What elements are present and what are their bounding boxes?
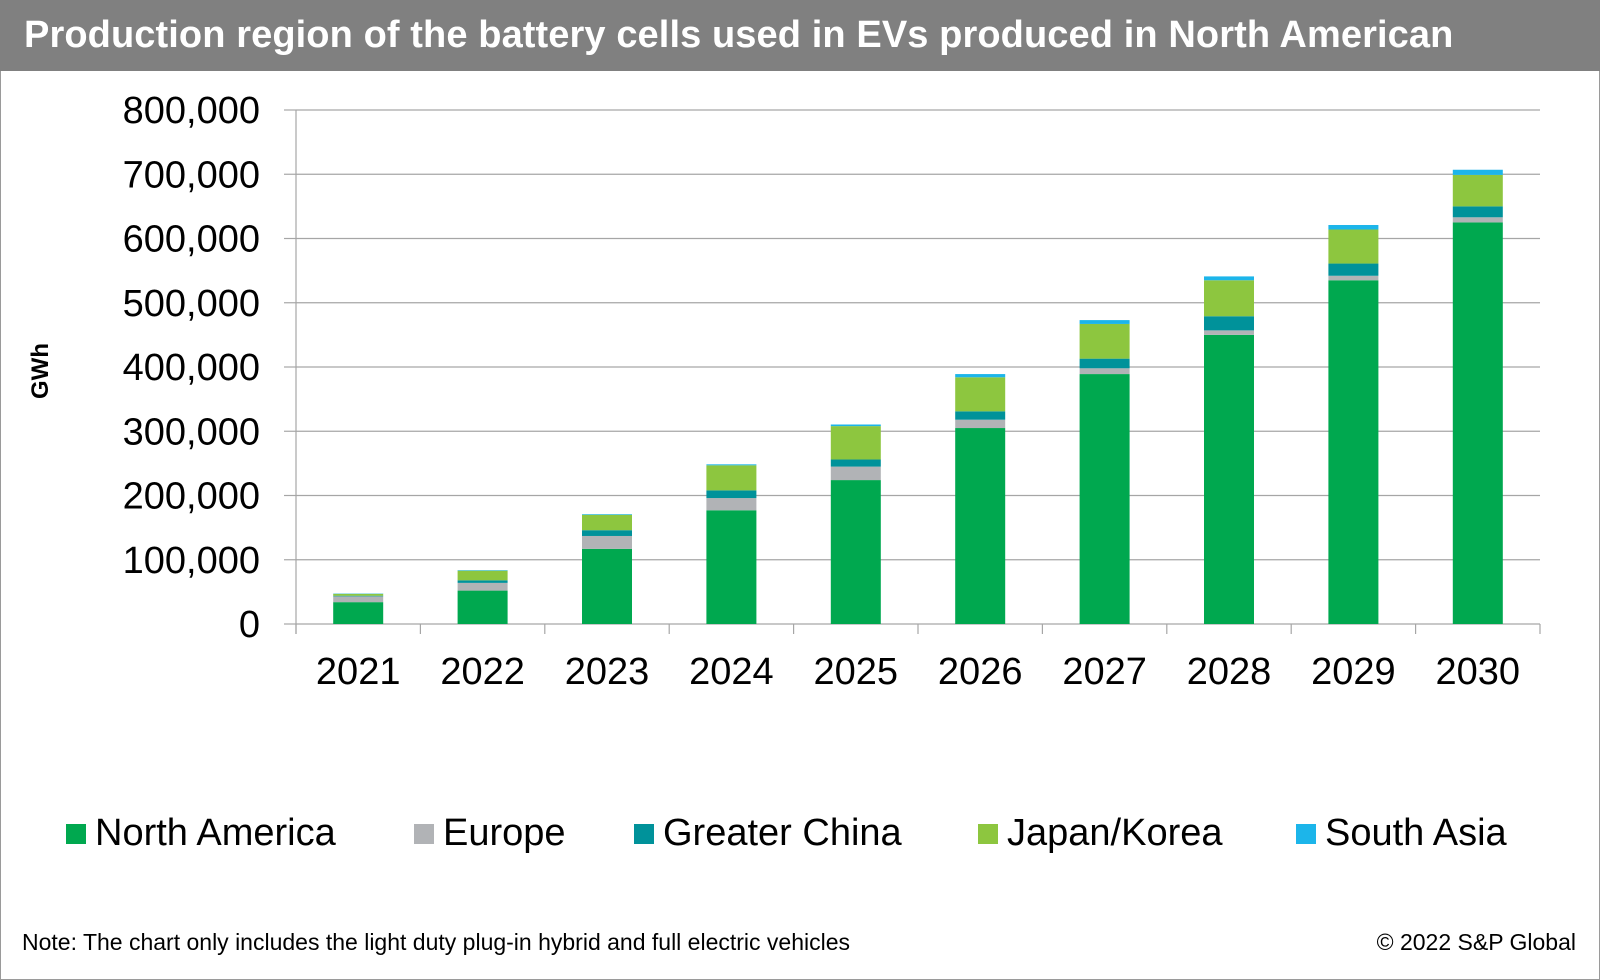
y-tick-label: 0 [239, 604, 260, 646]
y-tick-label: 700,000 [123, 154, 260, 196]
legend-label: Greater China [663, 812, 902, 854]
bars [333, 169, 1503, 624]
bar-japan-korea-2022 [457, 570, 508, 581]
legend-label: Japan/Korea [1007, 812, 1223, 854]
bar-europe-2025 [830, 466, 881, 481]
bar-europe-2021 [333, 596, 384, 603]
legend-swatch [414, 823, 434, 844]
bar-north-america-2028 [1204, 334, 1254, 624]
bar-south-asia-2027 [1079, 320, 1130, 324]
legend-swatch [66, 823, 86, 844]
legend: North America Europe Greater China Japan/Ko… [0, 812, 1600, 868]
legend-item: South Asia [1296, 812, 1507, 855]
y-axis-label: GWh [27, 343, 54, 399]
y-axis: 0 100,000 200,000 300,000 400,000 500,000 600,… [123, 90, 297, 646]
bar-japan-korea-2021 [333, 593, 384, 596]
y-tick-label: 100,000 [123, 540, 260, 582]
bar-south-asia-2026 [955, 374, 1006, 378]
bar-south-asia-2028 [1204, 276, 1254, 281]
bar-south-asia-2029 [1328, 225, 1379, 230]
bar-europe-2029 [1328, 275, 1379, 281]
y-tick-label: 600,000 [123, 219, 260, 261]
bar-greater-china-2025 [830, 459, 881, 467]
legend-swatch [1296, 823, 1316, 844]
bar-greater-china-2029 [1328, 263, 1379, 276]
bar-europe-2028 [1204, 330, 1254, 335]
footnote: Note: The chart only includes the light … [22, 929, 851, 955]
bar-north-america-2024 [706, 510, 757, 624]
legend-item: Europe [414, 812, 566, 855]
x-tick-label: 2028 [1187, 651, 1272, 693]
x-tick-label: 2023 [565, 651, 650, 693]
legend-label: Europe [443, 812, 566, 854]
bar-greater-china-2024 [706, 490, 757, 499]
bar-greater-china-2023 [582, 530, 632, 536]
bar-north-america-2026 [955, 428, 1006, 624]
bar-japan-korea-2029 [1328, 229, 1379, 264]
bar-greater-china-2030 [1452, 206, 1503, 218]
legend-swatch [978, 823, 998, 844]
x-tick-label: 2030 [1436, 651, 1521, 693]
y-tick-label: 500,000 [123, 283, 260, 325]
x-axis: 2021 2022 2023 2024 2025 2026 2027 2028 2029 2030 [295, 623, 1541, 693]
bar-greater-china-2021 [333, 595, 384, 597]
y-tick-label: 800,000 [123, 90, 260, 132]
copyright: © 2022 S&P Global [1376, 929, 1576, 955]
x-tick-label: 2026 [938, 651, 1023, 693]
bar-europe-2026 [955, 419, 1006, 429]
bar-japan-korea-2026 [955, 377, 1006, 412]
y-tick-label: 400,000 [123, 347, 260, 389]
bar-europe-2030 [1452, 217, 1503, 223]
legend-item: Japan/Korea [978, 812, 1223, 855]
y-tick-label: 300,000 [123, 411, 260, 453]
bar-japan-korea-2027 [1079, 323, 1130, 359]
bar-europe-2024 [706, 498, 757, 511]
bar-greater-china-2026 [955, 411, 1006, 420]
stacked-bar-chart: 0 100,000 200,000 300,000 400,000 500,000 600,… [27, 90, 1541, 693]
bar-greater-china-2022 [457, 580, 508, 583]
bar-north-america-2025 [830, 480, 881, 624]
bar-north-america-2022 [457, 590, 508, 624]
x-tick-label: 2027 [1062, 651, 1147, 693]
bar-north-america-2029 [1328, 280, 1379, 624]
bar-south-asia-2022 [457, 570, 508, 571]
bar-japan-korea-2024 [706, 465, 757, 491]
bar-south-asia-2024 [706, 464, 757, 466]
bar-north-america-2023 [582, 548, 632, 624]
bar-japan-korea-2030 [1452, 174, 1503, 207]
legend-item: North America [66, 812, 336, 855]
bar-south-asia-2023 [582, 514, 632, 515]
bar-greater-china-2027 [1079, 358, 1130, 369]
bar-japan-korea-2028 [1204, 280, 1254, 317]
x-tick-label: 2029 [1311, 651, 1396, 693]
bar-europe-2022 [457, 582, 508, 591]
bar-japan-korea-2025 [830, 426, 881, 460]
legend-swatch [634, 823, 654, 844]
bar-south-asia-2030 [1452, 169, 1503, 175]
bar-japan-korea-2023 [582, 514, 632, 531]
bar-south-asia-2025 [830, 424, 881, 427]
x-tick-label: 2025 [814, 651, 899, 693]
title-bar: Production region of the battery cells u… [0, 0, 1600, 71]
bar-north-america-2021 [333, 602, 384, 624]
x-tick-label: 2021 [316, 651, 401, 693]
bar-north-america-2030 [1452, 222, 1503, 624]
y-tick-label: 200,000 [123, 476, 260, 518]
chart-title: Production region of the battery cells u… [24, 14, 1454, 56]
legend-label: South Asia [1325, 812, 1507, 854]
bar-north-america-2027 [1079, 374, 1130, 624]
legend-item: Greater China [634, 812, 902, 855]
x-tick-label: 2022 [440, 651, 525, 693]
legend-label: North America [95, 812, 336, 854]
x-tick-label: 2024 [689, 651, 774, 693]
bar-europe-2027 [1079, 368, 1130, 375]
bar-greater-china-2028 [1204, 316, 1254, 331]
bar-europe-2023 [582, 535, 632, 549]
